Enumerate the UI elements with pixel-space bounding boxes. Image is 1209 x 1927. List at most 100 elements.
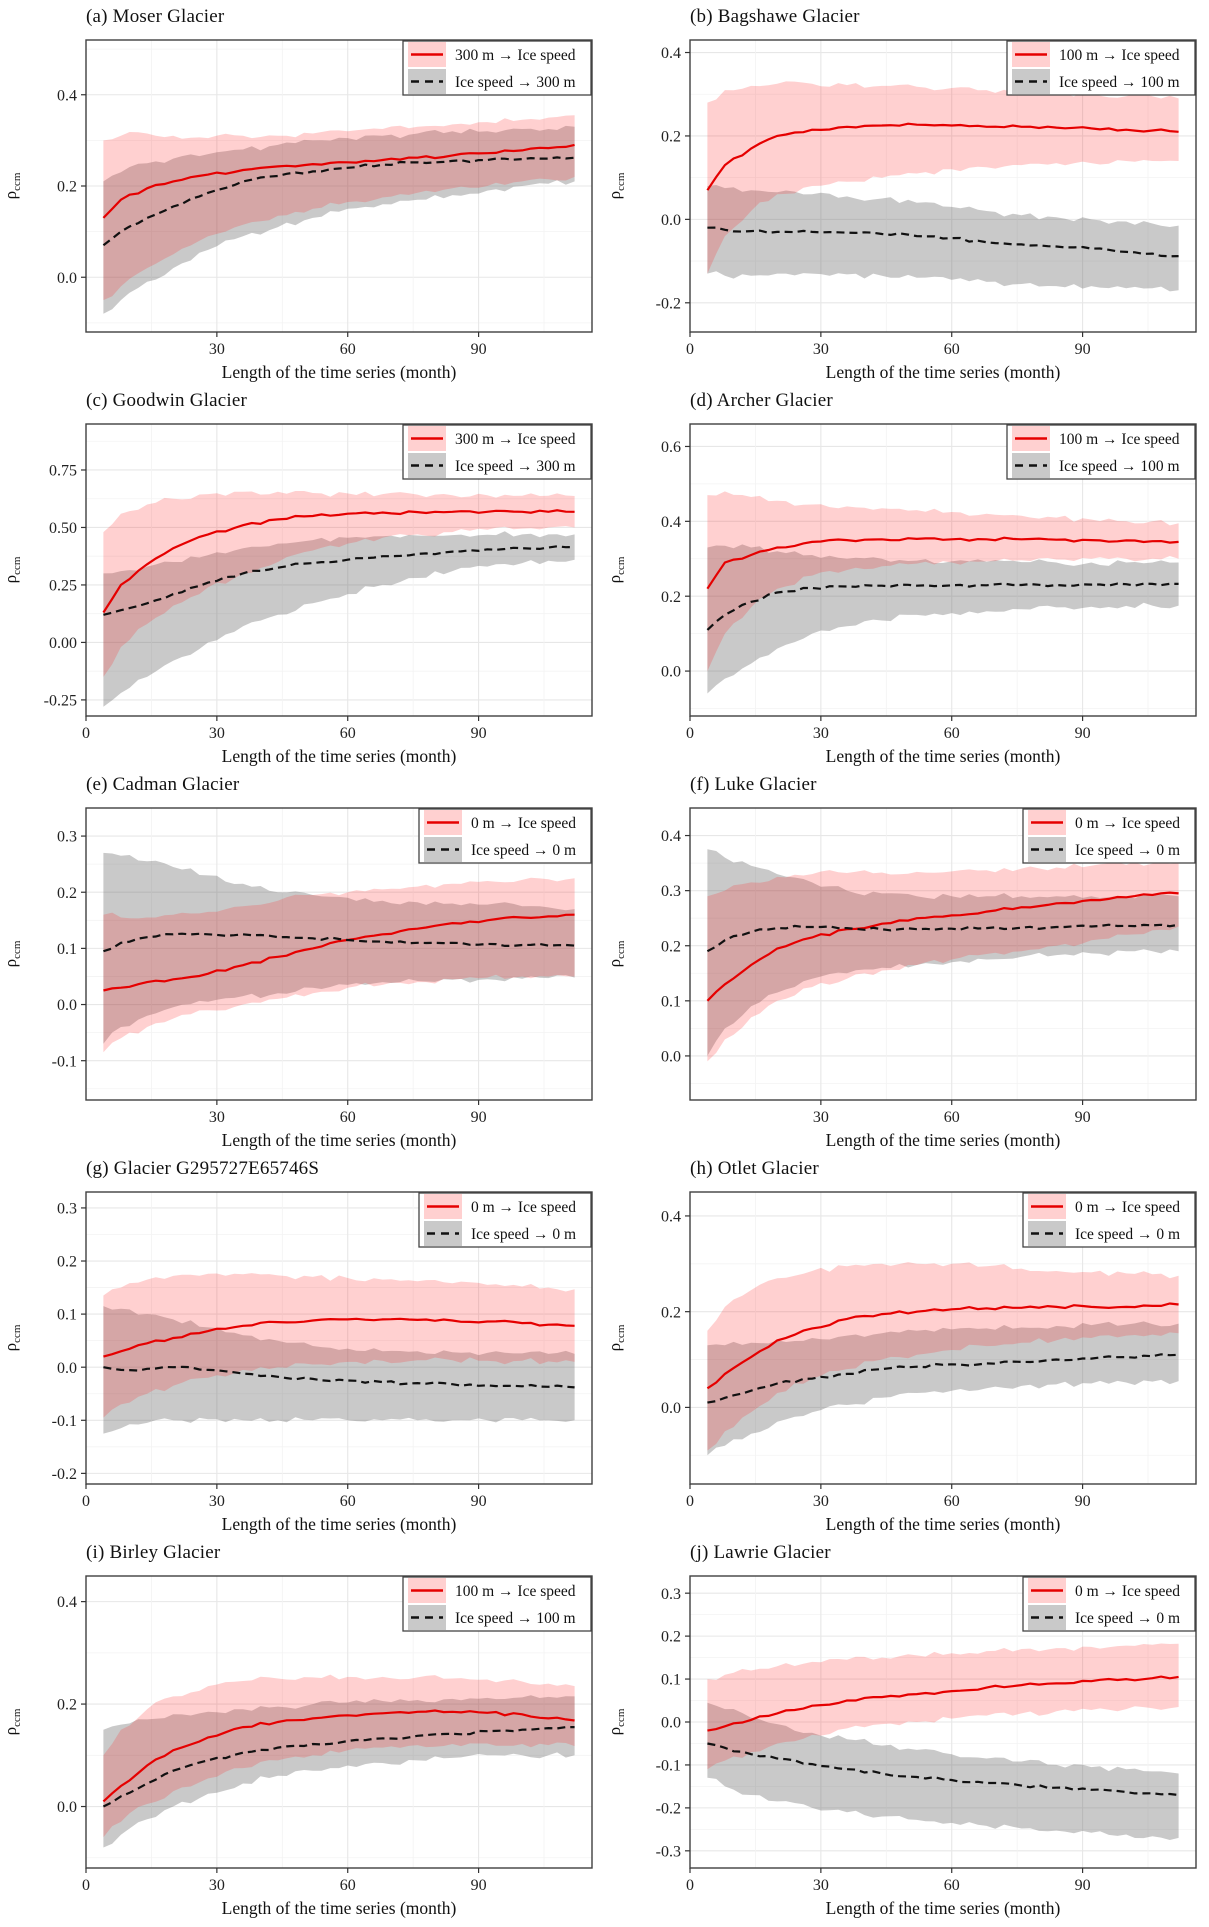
legend: 100 m → Ice speed Ice speed → 100 m (1006, 40, 1196, 96)
legend: 0 m → Ice speed Ice speed → 0 m (1022, 1576, 1196, 1632)
svg-text:-0.3: -0.3 (656, 1843, 681, 1860)
svg-text:0: 0 (686, 1877, 694, 1894)
svg-text:-0.1: -0.1 (52, 1053, 77, 1070)
panel-e: (e) Cadman Glacier 0.3 0.2 0.1 0.0 -0.1 30 60 90… (0, 770, 604, 1154)
plot-svg: 0.3 0.2 0.1 0.0 -0.1 -0.2 0 30 60 90 Length of the… (1, 1191, 593, 1534)
y-axis-title: ρccm (1, 1324, 23, 1351)
legend: 300 m → Ice speed Ice speed → 300 m (402, 424, 592, 480)
svg-text:-0.1: -0.1 (52, 1413, 77, 1430)
svg-text:0: 0 (82, 1493, 90, 1510)
svg-text:0.25: 0.25 (49, 578, 77, 595)
svg-text:0: 0 (686, 341, 694, 358)
dashed-series-line (103, 1365, 575, 1389)
red-series-line (102, 509, 575, 614)
svg-text:0.1: 0.1 (57, 1307, 77, 1324)
svg-text:60: 60 (340, 725, 356, 742)
svg-text:0.3: 0.3 (57, 1201, 77, 1218)
dashed-series-line (102, 156, 575, 247)
y-axis-title: ρccm (1, 1708, 23, 1735)
svg-text:0.3: 0.3 (661, 883, 681, 900)
svg-text:0.1: 0.1 (661, 1672, 681, 1689)
panel-b: (b) Bagshawe Glacier 0.4 0.2 0.0 -0.2 0 30 60 90… (604, 2, 1209, 386)
x-axis-title: Length of the time series (month) (222, 1514, 457, 1534)
svg-text:0.6: 0.6 (661, 439, 681, 456)
svg-text:30: 30 (813, 341, 829, 358)
red-series-line (706, 536, 1179, 590)
legend-label-red: 300 m → Ice speed (455, 431, 576, 448)
svg-text:-0.1: -0.1 (656, 1758, 681, 1775)
panel-title: (c) Goodwin Glacier (86, 390, 248, 411)
plot-svg: 0.4 0.2 0.0 0 30 60 90 Length of the time serie… (605, 1191, 1197, 1534)
legend-label-gray: Ice speed → 300 m (455, 458, 576, 475)
svg-text:0: 0 (82, 1877, 90, 1894)
svg-text:0.4: 0.4 (57, 87, 77, 104)
svg-text:60: 60 (340, 1493, 356, 1510)
svg-text:60: 60 (340, 341, 356, 358)
legend-label-red: 100 m → Ice speed (1059, 47, 1180, 64)
svg-text:30: 30 (209, 1493, 225, 1510)
panel-a: (a) Moser Glacier 0.4 0.2 0.0 30 60 90 Length o… (0, 2, 604, 386)
svg-text:0.1: 0.1 (57, 941, 77, 958)
legend-label-gray: Ice speed → 300 m (455, 74, 576, 91)
red-series-line (706, 891, 1179, 1002)
svg-text:0.0: 0.0 (57, 1799, 77, 1816)
legend: 0 m → Ice speed Ice speed → 0 m (1022, 1192, 1196, 1248)
y-axis-title: ρccm (1, 556, 23, 583)
svg-text:60: 60 (340, 1877, 356, 1894)
svg-text:30: 30 (209, 1877, 225, 1894)
plot-svg: 0.6 0.4 0.2 0.0 0 30 60 90 Length of the time se… (605, 423, 1197, 766)
legend-label-gray: Ice speed → 100 m (455, 1610, 576, 1627)
dashed-series-line (707, 1742, 1179, 1797)
svg-text:0.1: 0.1 (661, 993, 681, 1010)
svg-text:0.3: 0.3 (57, 829, 77, 846)
legend-label-gray: Ice speed → 0 m (471, 1226, 576, 1243)
panel-title: (h) Otlet Glacier (690, 1158, 819, 1179)
panel-f: (f) Luke Glacier 0.4 0.3 0.2 0.1 0.0 30 60 90 Len… (604, 770, 1209, 1154)
panel-d: (d) Archer Glacier 0.6 0.4 0.2 0.0 0 30 60 90 Len… (604, 386, 1209, 770)
legend-label-red: 0 m → Ice speed (1075, 1199, 1180, 1216)
x-axis-title: Length of the time series (month) (222, 1898, 457, 1918)
x-axis-title: Length of the time series (month) (222, 1130, 457, 1150)
svg-text:0.0: 0.0 (57, 270, 77, 287)
panel-title: (f) Luke Glacier (690, 774, 817, 795)
red-series-line (706, 122, 1179, 191)
legend: 300 m → Ice speed Ice speed → 300 m (402, 40, 592, 96)
svg-text:60: 60 (944, 1493, 960, 1510)
panel-title: (a) Moser Glacier (86, 6, 225, 27)
svg-text:0.2: 0.2 (661, 129, 681, 146)
red-series-line (102, 1709, 575, 1803)
svg-text:0.4: 0.4 (661, 45, 681, 62)
panel-h: (h) Otlet Glacier 0.4 0.2 0.0 0 30 60 90 Length … (604, 1154, 1209, 1538)
y-axis-title: ρccm (605, 172, 627, 199)
svg-text:0.2: 0.2 (661, 938, 681, 955)
panel-title: (e) Cadman Glacier (86, 774, 240, 795)
dashed-series-line (102, 1726, 575, 1808)
svg-text:0: 0 (82, 725, 90, 742)
panel-g: (g) Glacier G295727E65746S 0.3 0.2 0.1 0.0 -0… (0, 1154, 604, 1538)
dashed-series-line (707, 226, 1179, 258)
dashed-series-line (103, 545, 575, 616)
svg-text:0.50: 0.50 (49, 520, 77, 537)
legend-label-gray: Ice speed → 0 m (1075, 1226, 1180, 1243)
legend: 0 m → Ice speed Ice speed → 0 m (418, 808, 592, 864)
y-axis-title: ρccm (1, 172, 23, 199)
legend-label-gray: Ice speed → 0 m (1075, 1610, 1180, 1627)
legend: 100 m → Ice speed Ice speed → 100 m (1006, 424, 1196, 480)
legend-label-gray: Ice speed → 0 m (471, 842, 576, 859)
legend: 0 m → Ice speed Ice speed → 0 m (1022, 808, 1196, 864)
svg-text:90: 90 (471, 341, 487, 358)
svg-text:90: 90 (1075, 1109, 1091, 1126)
svg-text:0: 0 (686, 725, 694, 742)
red-series-line (103, 913, 575, 992)
legend-label-gray: Ice speed → 0 m (1075, 842, 1180, 859)
dashed-series-line (707, 1353, 1179, 1404)
panel-title: (j) Lawrie Glacier (690, 1542, 831, 1563)
panel-title: (b) Bagshawe Glacier (690, 6, 860, 27)
plot-svg: 0.3 0.2 0.1 0.0 -0.1 -0.2 -0.3 0 30 60 90 Length of… (605, 1575, 1197, 1918)
svg-text:30: 30 (209, 1109, 225, 1126)
y-axis-title: ρccm (605, 1708, 627, 1735)
svg-text:0.0: 0.0 (661, 664, 681, 681)
svg-text:0.2: 0.2 (57, 1254, 77, 1271)
x-axis-title: Length of the time series (month) (826, 362, 1061, 382)
panel-title: (g) Glacier G295727E65746S (86, 1158, 320, 1179)
